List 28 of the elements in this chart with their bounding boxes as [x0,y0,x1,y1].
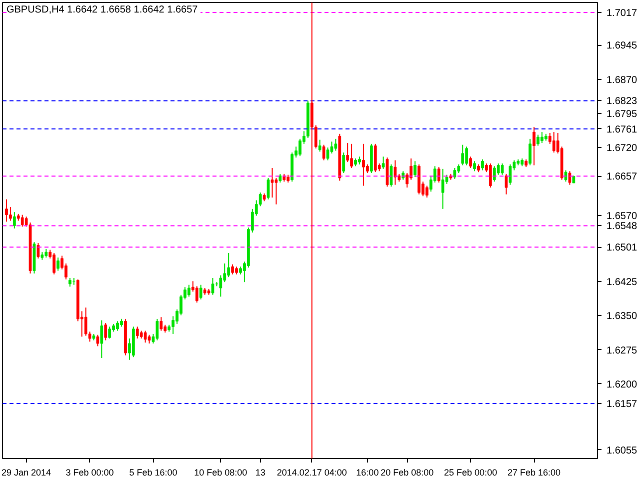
x-tick-label: 3 Feb 00:00 [66,468,114,478]
y-tick-label: 1.6570 [606,211,638,222]
y-tick-label: 1.6275 [606,345,638,356]
y-tick-label: 1.6720 [606,143,638,154]
chart-title: GBPUSD,H4 1.6642 1.6658 1.6642 1.6657 [6,4,198,16]
x-tick-label: 2014.02.17 04:00 [276,468,347,478]
x-tick-label: 16:00 [356,468,379,478]
ref-line-label: 1.6157 [606,398,638,410]
y-tick-label: 1.6870 [606,74,638,86]
x-tick-label: 13 [255,468,266,478]
ref-line-label: 1.6761 [606,124,638,136]
y-tick-label: 1.6945 [606,40,638,52]
ref-line-label: 1.7017 [606,8,638,19]
ref-line-label: 1.6501 [606,242,638,254]
x-tick-label: 10 Feb 08:00 [194,468,248,478]
y-tick-label: 1.6795 [606,108,638,120]
ref-line-label: 1.6548 [606,221,638,232]
x-tick-label: 27 Feb 16:00 [508,468,561,478]
x-tick-label: 29 Jan 2014 [2,468,52,478]
y-tick-label: 1.6425 [606,277,638,288]
x-tick-label: 5 Feb 16:00 [129,468,178,478]
y-tick-label: 1.6055 [606,445,638,456]
x-tick-label: 25 Feb 00:00 [444,468,498,478]
x-tick-label: 20 Feb 08:00 [380,468,434,478]
ref-line-label: 1.6823 [606,96,638,108]
y-tick-label: 1.6350 [606,311,638,322]
ref-line-label: 1.6657 [606,172,638,183]
y-tick-label: 1.6200 [606,379,638,390]
